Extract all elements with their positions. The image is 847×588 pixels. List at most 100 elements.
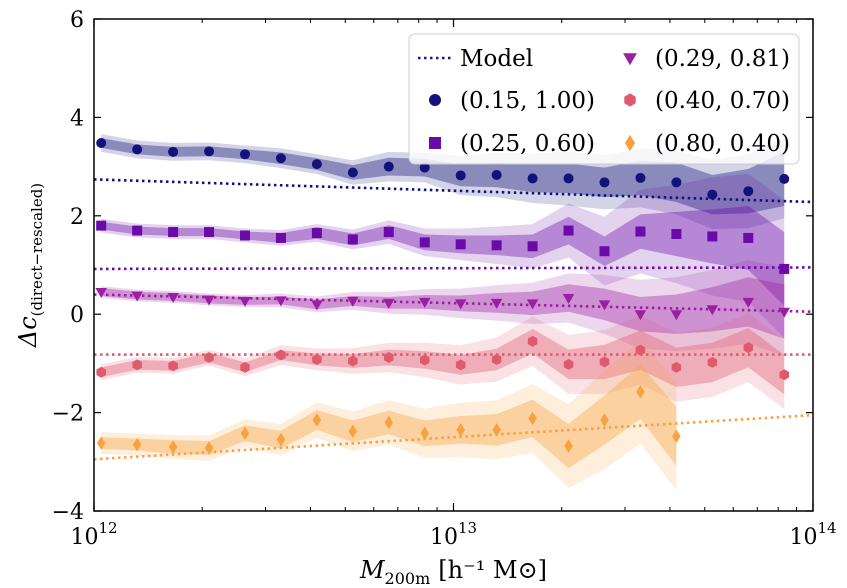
point-series-4 bbox=[204, 351, 214, 363]
point-series-1 bbox=[383, 161, 394, 172]
point-series-4 bbox=[779, 369, 790, 381]
point-series-1 bbox=[96, 137, 107, 148]
x-tick-label: 1012 bbox=[70, 519, 117, 550]
legend-marker-series-5 bbox=[624, 134, 636, 152]
band-inner-series-4 bbox=[101, 327, 785, 395]
band-inner-series-1 bbox=[101, 138, 785, 215]
point-series-2 bbox=[383, 227, 394, 238]
point-series-4 bbox=[455, 359, 466, 371]
point-series-3 bbox=[526, 299, 539, 310]
legend-label: (0.15, 1.00) bbox=[460, 88, 595, 114]
point-series-4 bbox=[707, 356, 718, 368]
point-series-2 bbox=[491, 240, 502, 251]
point-series-1 bbox=[275, 153, 286, 164]
point-series-2 bbox=[779, 263, 790, 274]
point-series-2 bbox=[635, 226, 646, 237]
legend-marker-series-3 bbox=[623, 53, 637, 66]
point-series-5 bbox=[204, 441, 214, 455]
point-series-4 bbox=[312, 353, 322, 365]
data-points bbox=[95, 137, 790, 455]
point-series-1 bbox=[455, 170, 466, 181]
point-series-4 bbox=[348, 355, 358, 367]
axis-ticks: −4 −2 0 2 4 6 1012 1013 1014 bbox=[52, 8, 837, 550]
legend-marker-series-2 bbox=[429, 137, 441, 149]
point-series-3 bbox=[490, 298, 503, 309]
point-series-5 bbox=[636, 385, 645, 399]
point-series-2 bbox=[743, 232, 754, 243]
legend: Model (0.15, 1.00) (0.25, 0.60) (0.29, 0.81… bbox=[408, 33, 800, 165]
y-tick-label: −2 bbox=[52, 402, 84, 427]
point-series-5 bbox=[240, 426, 250, 441]
point-series-1 bbox=[707, 189, 718, 200]
point-series-5 bbox=[96, 436, 106, 450]
band-outer-series-2 bbox=[101, 173, 785, 338]
point-series-3 bbox=[239, 296, 251, 307]
point-series-3 bbox=[562, 293, 575, 304]
point-series-3 bbox=[275, 296, 287, 307]
point-series-2 bbox=[527, 241, 538, 252]
point-series-1 bbox=[527, 173, 538, 184]
legend-label: (0.80, 0.40) bbox=[655, 131, 790, 157]
point-series-4 bbox=[240, 361, 250, 373]
legend-label: (0.29, 0.81) bbox=[655, 46, 790, 72]
point-series-3 bbox=[167, 292, 179, 303]
legend-marker-series-4 bbox=[624, 93, 636, 107]
y-axis-label: Δc(direct−rescaled) bbox=[14, 183, 46, 348]
band-outer-series-5 bbox=[101, 340, 677, 491]
point-series-4 bbox=[635, 344, 646, 356]
point-series-5 bbox=[348, 424, 358, 439]
point-series-1 bbox=[779, 173, 790, 184]
band-outer-series-4 bbox=[101, 313, 785, 410]
point-series-4 bbox=[419, 354, 430, 366]
legend-marker-series-1 bbox=[429, 94, 441, 106]
y-tick-label: −4 bbox=[52, 500, 84, 525]
band-outer-series-3 bbox=[101, 260, 785, 357]
point-series-5 bbox=[276, 432, 286, 447]
point-series-1 bbox=[671, 177, 682, 188]
point-series-5 bbox=[132, 437, 142, 452]
point-series-5 bbox=[456, 423, 465, 437]
point-series-2 bbox=[96, 220, 107, 231]
point-series-5 bbox=[384, 415, 394, 430]
model-line-series-5 bbox=[94, 413, 813, 461]
point-series-3 bbox=[634, 310, 647, 321]
point-series-3 bbox=[418, 297, 431, 308]
point-series-3 bbox=[311, 300, 323, 311]
point-series-4 bbox=[168, 360, 178, 372]
legend-frame bbox=[408, 33, 800, 165]
legend-label: (0.25, 0.60) bbox=[460, 131, 595, 157]
point-series-4 bbox=[384, 351, 394, 363]
point-series-1 bbox=[635, 172, 646, 183]
point-series-2 bbox=[671, 229, 682, 240]
point-series-2 bbox=[419, 237, 430, 248]
point-series-3 bbox=[598, 300, 611, 311]
point-series-3 bbox=[131, 291, 143, 302]
point-series-2 bbox=[204, 227, 215, 238]
point-series-1 bbox=[743, 186, 754, 197]
point-series-1 bbox=[419, 162, 430, 173]
point-series-3 bbox=[203, 295, 215, 306]
point-series-3 bbox=[347, 296, 359, 307]
point-series-1 bbox=[168, 146, 179, 157]
point-series-3 bbox=[706, 305, 719, 316]
point-series-2 bbox=[275, 232, 286, 243]
point-series-4 bbox=[96, 366, 106, 378]
point-series-4 bbox=[671, 361, 682, 373]
band-inner-series-3 bbox=[101, 277, 785, 339]
point-series-4 bbox=[276, 349, 286, 361]
point-series-1 bbox=[311, 159, 322, 170]
point-series-5 bbox=[168, 440, 178, 454]
point-series-5 bbox=[420, 426, 429, 441]
point-series-2 bbox=[563, 225, 574, 236]
point-series-5 bbox=[564, 439, 573, 453]
legend-label: (0.40, 0.70) bbox=[655, 88, 790, 114]
point-series-4 bbox=[132, 359, 142, 371]
y-tick-label: 4 bbox=[70, 106, 84, 131]
point-series-1 bbox=[132, 144, 143, 155]
legend-label: Model bbox=[460, 46, 533, 72]
y-tick-label: 2 bbox=[70, 205, 84, 230]
x-tick-label: 1014 bbox=[789, 519, 836, 550]
point-series-5 bbox=[312, 413, 322, 427]
y-tick-label: 6 bbox=[70, 8, 84, 33]
